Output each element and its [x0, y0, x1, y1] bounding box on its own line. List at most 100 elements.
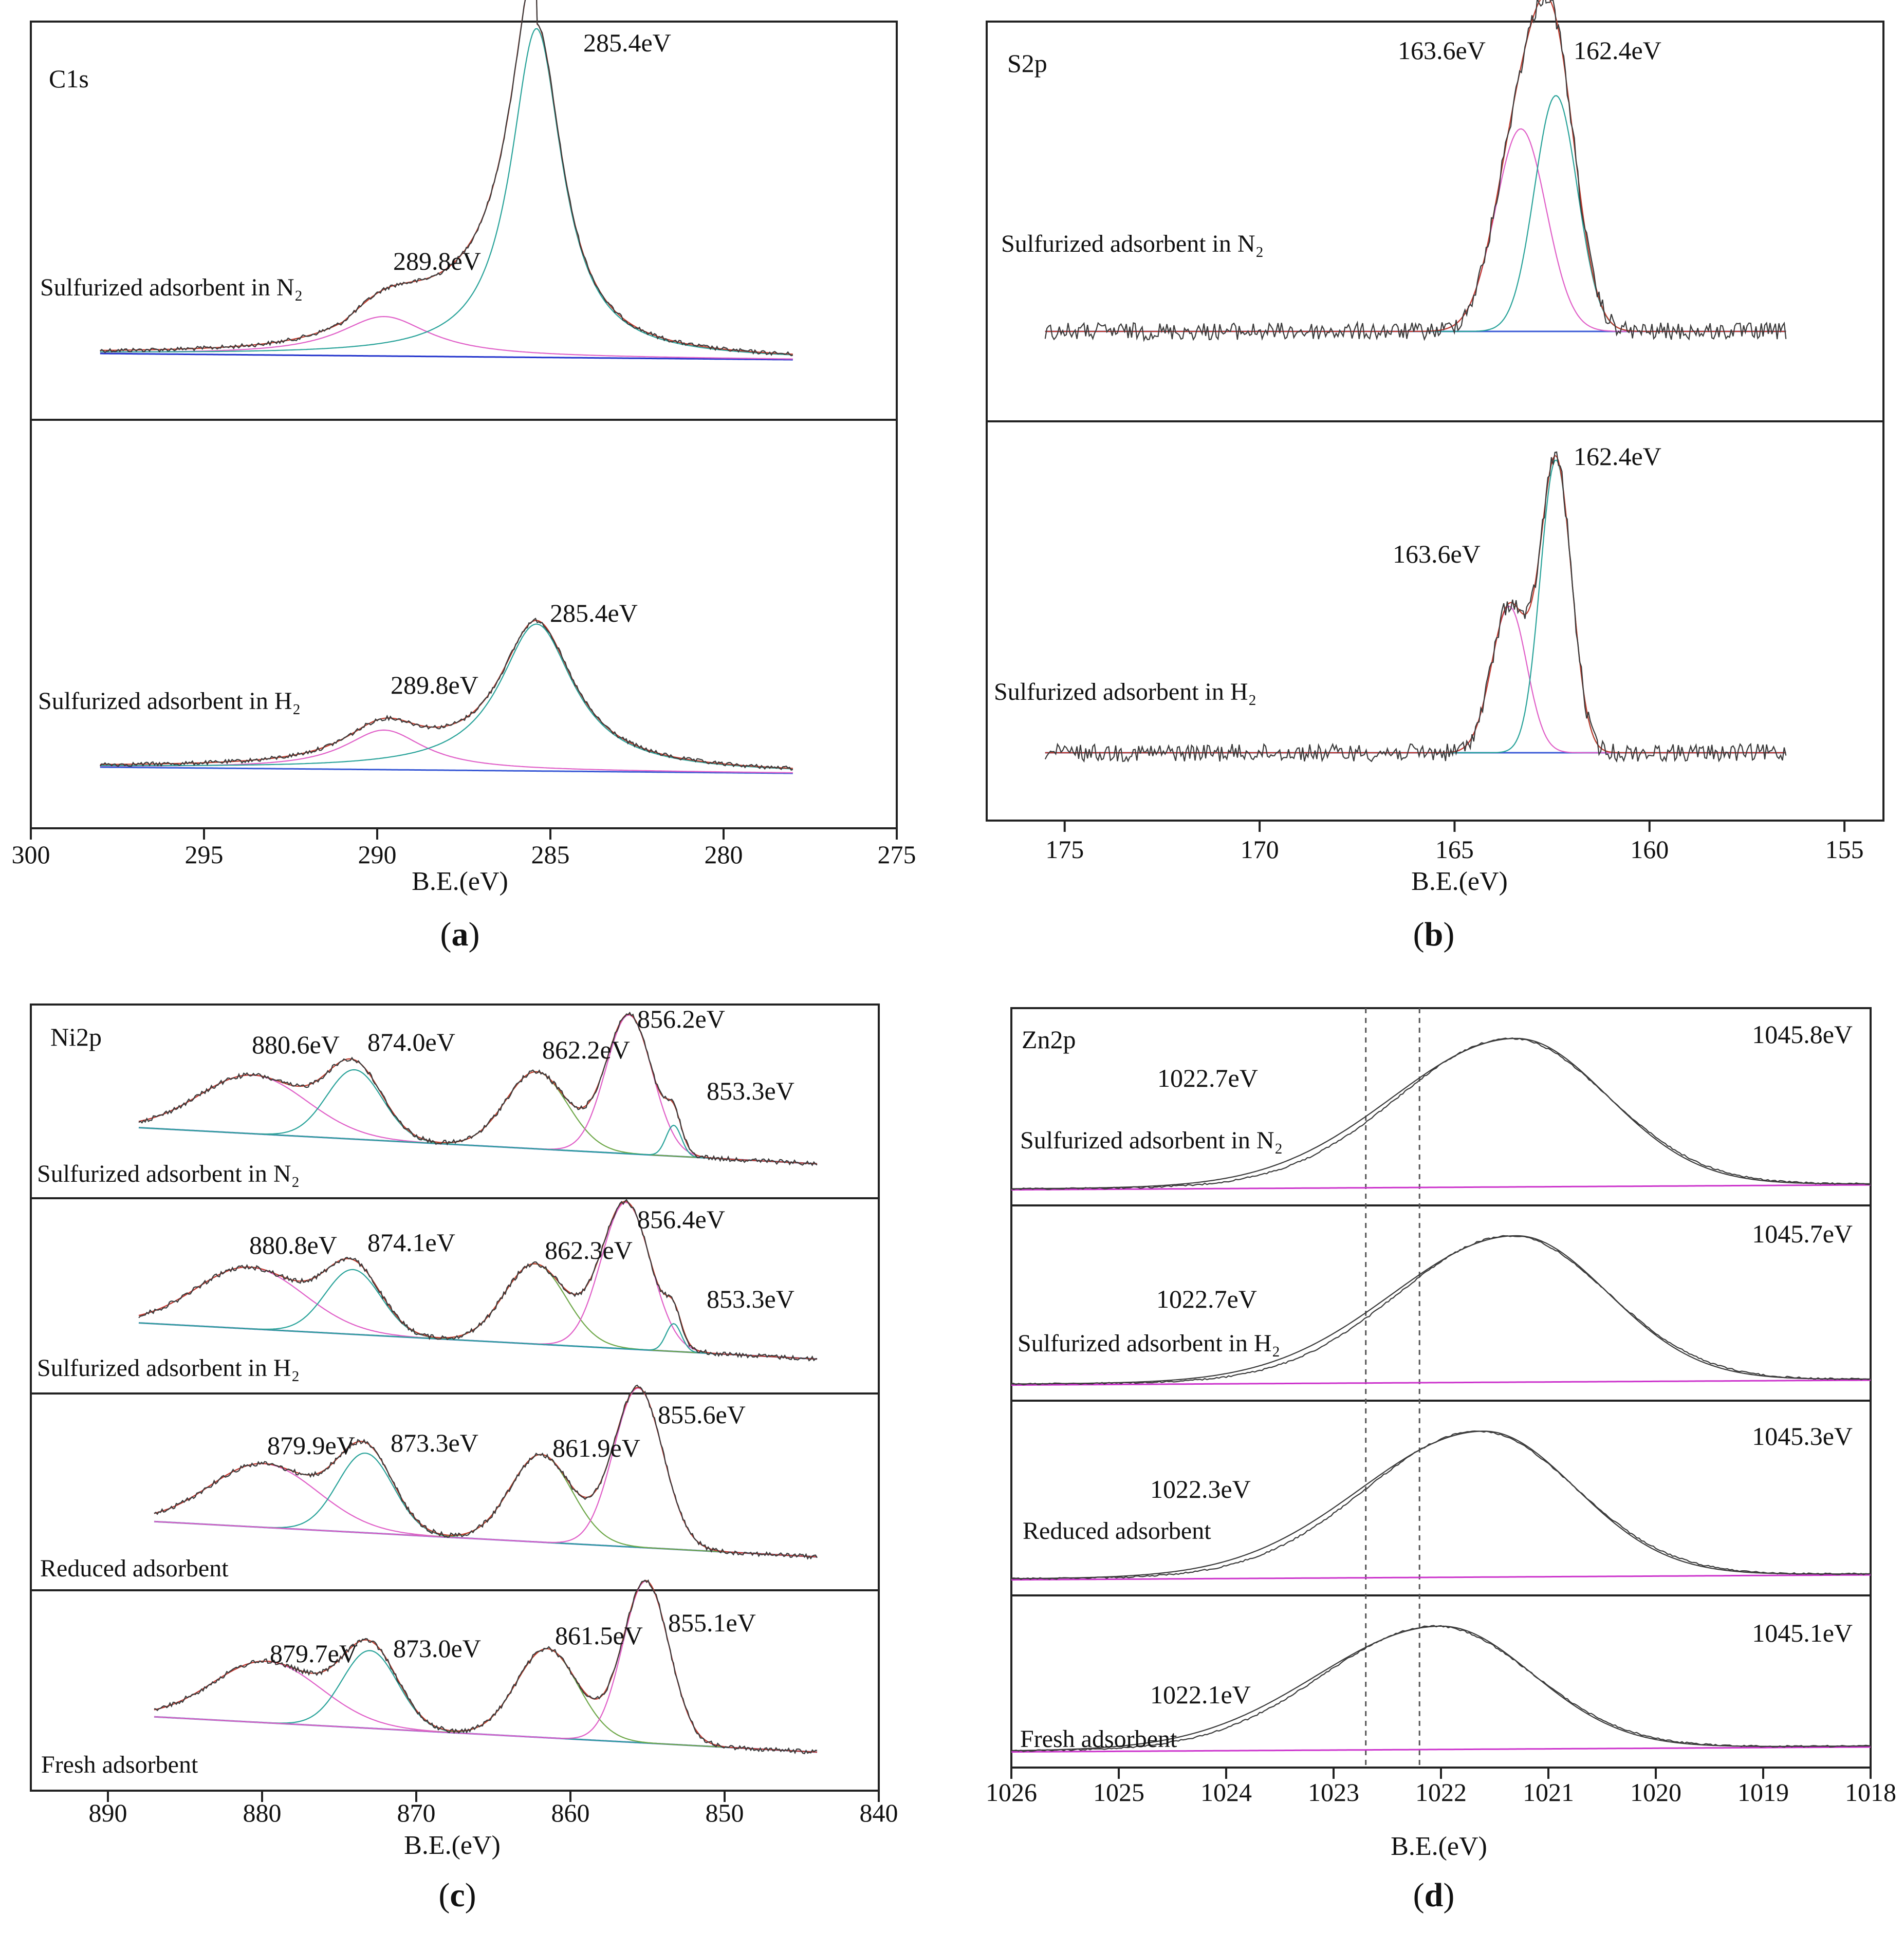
- panel-c-sample-2: Sulfurized adsorbent in H₂: [37, 1354, 300, 1382]
- raw-spectrum: [1011, 1235, 1871, 1385]
- peak-label: 285.4eV: [583, 28, 671, 57]
- peak-label: 856.4eV: [637, 1205, 725, 1234]
- x-tick-label: 1021: [1523, 1778, 1574, 1807]
- x-tick-label: 880: [243, 1798, 282, 1827]
- x-tick-label: 280: [705, 840, 743, 869]
- peak-label: 855.1eV: [668, 1608, 756, 1637]
- raw-spectrum: [154, 1384, 818, 1560]
- panel-c-sample-4: Fresh adsorbent: [41, 1751, 198, 1778]
- fit-envelope: [1011, 1037, 1871, 1189]
- panel-d-sample-2: Sulfurized adsorbent in H₂: [1018, 1330, 1280, 1357]
- x-tick-label: 1018: [1845, 1778, 1896, 1807]
- panel-d-2p3-label-3: 1022.3eV: [1150, 1475, 1251, 1503]
- peak-component: [154, 1650, 818, 1753]
- raw-spectrum: [1011, 1037, 1871, 1191]
- x-tick-label: 1022: [1415, 1778, 1467, 1807]
- peak-label: 853.3eV: [707, 1076, 794, 1105]
- background-line: [100, 766, 793, 774]
- raw-spectrum: [154, 1579, 818, 1755]
- peak-label: 862.2eV: [542, 1035, 630, 1064]
- x-tick-label: 165: [1435, 835, 1474, 864]
- raw-spectrum: [1044, 0, 1787, 342]
- fit-envelope: [100, 620, 793, 769]
- panel-c-element-label: Ni2p: [50, 1023, 102, 1051]
- panel-d-reference-lines: [1365, 1008, 1420, 1768]
- raw-spectrum: [1011, 1625, 1871, 1752]
- panel-d-2p3-label-4: 1022.1eV: [1150, 1680, 1251, 1709]
- panel-a-c1s: 300 295 290 285 280 275 289.8eV285.4eV289.8eV…: [12, 0, 916, 953]
- panel-b-caption: (b): [1413, 916, 1455, 953]
- panel-b-peak-labels: 163.6eV 162.4eV 163.6eV 162.4eV: [1393, 36, 1661, 568]
- peak-label: 853.3eV: [707, 1285, 794, 1313]
- peak-label: 289.8eV: [393, 247, 481, 275]
- panel-c-x-axis: 890 880 870 860 850 840: [89, 1791, 898, 1827]
- peak-label: 289.8eV: [391, 671, 478, 699]
- panel-a-element-label: C1s: [49, 64, 89, 93]
- panel-c-ni2p: 890 880 870 860 850 840 880.6eV 874.0eV 862.2eV…: [30, 1003, 898, 1914]
- panel-a-sample-n2: Sulfurized adsorbent in N₂: [40, 274, 303, 301]
- peak-label: 861.5eV: [555, 1621, 643, 1650]
- panel-d-2p1-label-4: 1045.1eV: [1752, 1619, 1853, 1647]
- x-tick-label: 170: [1241, 835, 1279, 864]
- background-line: [1011, 1746, 1871, 1753]
- panel-d-2p3-label-1: 1022.7eV: [1157, 1064, 1258, 1092]
- x-tick-label: 300: [12, 840, 50, 869]
- background-line: [1011, 1574, 1871, 1581]
- peak-label: 856.2eV: [637, 1005, 725, 1033]
- fit-envelope: [1045, 455, 1786, 754]
- x-tick-label: 175: [1045, 835, 1084, 864]
- panel-a-curves: [99, 0, 793, 774]
- peak-label: 285.4eV: [550, 599, 638, 627]
- panel-a-frame: [30, 21, 898, 829]
- panel-d-element-label: Zn2p: [1022, 1025, 1076, 1054]
- peak-label: 163.6eV: [1393, 540, 1481, 568]
- x-tick-label: 295: [185, 840, 224, 869]
- panel-d-2p1-label-3: 1045.3eV: [1752, 1422, 1853, 1451]
- panel-c-curves: [138, 1011, 818, 1755]
- peak-component: [100, 315, 793, 360]
- x-tick-label: 850: [706, 1798, 744, 1827]
- panel-b-curves: [1044, 0, 1787, 763]
- background-line: [1011, 1184, 1871, 1191]
- x-tick-label: 155: [1825, 835, 1864, 864]
- fit-envelope: [154, 1387, 818, 1558]
- raw-spectrum: [1011, 1430, 1871, 1580]
- panel-b-x-axis: 175 170 165 160 155: [1045, 821, 1864, 864]
- peak-component: [100, 28, 793, 356]
- x-tick-label: 860: [551, 1798, 590, 1827]
- panel-d-curves: [1011, 1037, 1871, 1753]
- fit-envelope: [154, 1580, 818, 1753]
- peak-label: 880.8eV: [249, 1231, 337, 1259]
- x-tick-label: 1026: [986, 1778, 1037, 1807]
- panel-d-sample-4: Fresh adsorbent: [1020, 1725, 1177, 1753]
- panel-b-xlabel: B.E.(eV): [1411, 867, 1508, 896]
- panel-d-sample-3: Reduced adsorbent: [1023, 1517, 1211, 1545]
- background-line: [100, 352, 793, 361]
- peak-component: [1045, 459, 1786, 754]
- panel-c-sample-1: Sulfurized adsorbent in N₂: [37, 1160, 300, 1187]
- peak-label: 880.6eV: [252, 1030, 340, 1059]
- x-tick-label: 275: [878, 840, 916, 869]
- peak-label: 874.1eV: [367, 1228, 455, 1257]
- x-tick-label: 1020: [1630, 1778, 1681, 1807]
- raw-spectrum: [100, 0, 793, 357]
- peak-component: [154, 1453, 818, 1558]
- x-tick-label: 160: [1630, 835, 1669, 864]
- peak-component: [154, 1661, 818, 1753]
- fit-envelope: [1011, 1235, 1871, 1385]
- panel-b-s2p: 175 170 165 160 155 163.6eV 162.4eV 163.6eV 162…: [986, 0, 1884, 953]
- peak-label: 861.9eV: [552, 1434, 640, 1462]
- panel-c-caption: (c): [438, 1876, 476, 1914]
- panel-d-x-axis: 1026 1025 1024 1023 1022 1021 1020 1019 1018: [986, 1768, 1896, 1807]
- raw-spectrum: [1044, 451, 1787, 763]
- raw-spectrum: [99, 617, 793, 771]
- peak-component: [138, 1322, 818, 1360]
- peak-component: [154, 1463, 818, 1558]
- peak-component: [154, 1454, 818, 1558]
- panel-c-sample-3: Reduced adsorbent: [40, 1555, 229, 1582]
- panel-d-2p3-label-2: 1022.7eV: [1156, 1285, 1257, 1313]
- x-tick-label: 840: [860, 1798, 898, 1827]
- peak-label: 162.4eV: [1574, 36, 1661, 65]
